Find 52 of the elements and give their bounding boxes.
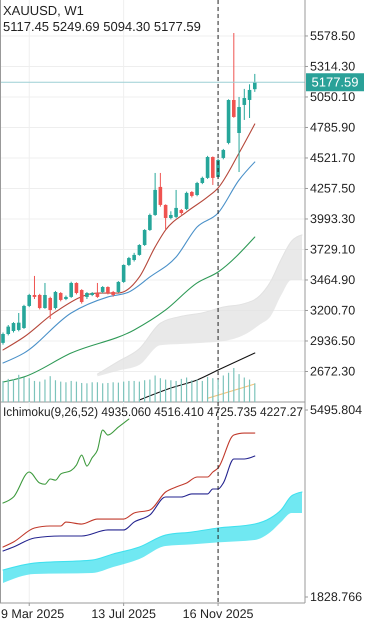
line-series <box>2 123 256 350</box>
candlestick <box>148 213 152 232</box>
candlestick <box>48 296 52 320</box>
candlestick <box>43 282 47 310</box>
candlestick <box>122 264 126 284</box>
x-tick-label: 16 Nov 2025 <box>182 607 254 621</box>
line-series <box>2 418 130 504</box>
text: 5117.45 5249.69 5094.30 5177.59 <box>3 19 201 34</box>
candlestick <box>164 204 168 230</box>
candlestick <box>96 282 100 298</box>
y-tick-label: 5578.50 <box>310 28 356 43</box>
line-series <box>2 161 256 364</box>
y-tick-label: 5050.10 <box>310 90 356 104</box>
line-series <box>138 352 256 401</box>
candlestick <box>138 244 142 256</box>
candlestick <box>195 181 199 197</box>
y-tick-label: 2672.30 <box>310 364 356 378</box>
y-tick-label: 3993.30 <box>310 212 356 226</box>
y-tick-label: 4785.90 <box>310 120 356 134</box>
y-tick-label: 3464.90 <box>310 272 356 287</box>
y-tick-label: 3729.10 <box>310 242 356 256</box>
chart-title: XAUUSD, W1 <box>3 3 84 18</box>
candlestick <box>158 172 162 208</box>
candlestick <box>211 156 215 186</box>
candlestick <box>127 256 131 267</box>
ref-line-label: 5177.59 <box>312 74 358 90</box>
line-series <box>2 432 256 548</box>
candlestick <box>58 292 62 302</box>
y-tick-label: 4521.70 <box>310 150 356 165</box>
y-tick-label: 5314.30 <box>310 59 356 74</box>
candlestick <box>232 32 236 118</box>
y-tick-label: 1828.766 <box>310 590 362 604</box>
candlestick <box>1 332 5 346</box>
candlestick <box>27 293 32 308</box>
candlestick <box>116 280 120 294</box>
y-tick-label: 4257.50 <box>310 181 356 196</box>
candlestick <box>80 288 84 304</box>
candlestick <box>74 282 78 295</box>
candlestick <box>54 290 58 310</box>
candlestick <box>142 228 146 246</box>
x-tick-label: 9 Mar 2025 <box>1 607 64 621</box>
candlestick <box>184 191 188 211</box>
candlestick <box>174 189 178 219</box>
y-tick-label: 3200.70 <box>310 303 356 318</box>
x-tick-label: 13 Jul 2025 <box>91 607 156 621</box>
candlestick <box>252 73 257 92</box>
y-tick-label: 2936.50 <box>310 334 356 348</box>
candlestick <box>206 155 210 180</box>
candlestick <box>69 281 73 298</box>
line-series <box>2 456 256 552</box>
candlestick <box>222 148 226 160</box>
y-tick-label: 5495.804 <box>310 403 362 418</box>
